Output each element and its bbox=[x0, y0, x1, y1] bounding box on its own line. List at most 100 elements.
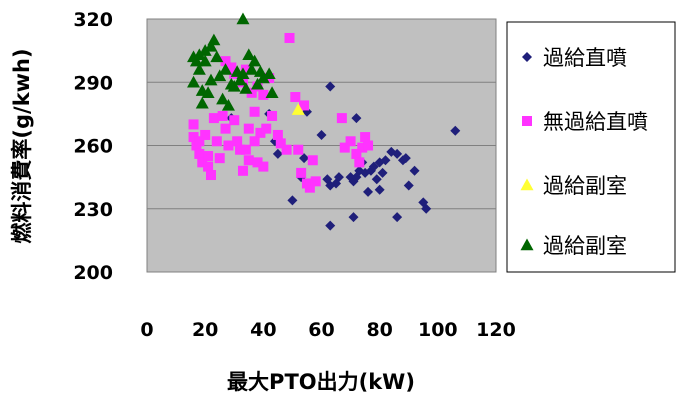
data-point-s1-11 bbox=[211, 136, 222, 147]
data-point-s1-51 bbox=[336, 113, 347, 124]
gridlines bbox=[147, 81, 496, 210]
data-point-s3-8 bbox=[198, 44, 212, 56]
y-tick-label-2: 260 bbox=[73, 136, 113, 158]
data-point-s3-31 bbox=[262, 67, 276, 80]
data-point-s3-26 bbox=[245, 63, 259, 75]
data-point-s0-3 bbox=[272, 148, 283, 159]
data-point-s1-53 bbox=[345, 136, 356, 147]
x-tick-label-3: 60 bbox=[308, 319, 334, 341]
data-point-s1-10 bbox=[208, 113, 219, 124]
x-tick-label-0: 0 bbox=[140, 319, 153, 341]
legend-marker-3 bbox=[520, 238, 534, 251]
data-point-s0-33 bbox=[392, 148, 403, 159]
y-tick-label-1: 230 bbox=[73, 199, 113, 221]
data-point-s1-24 bbox=[240, 64, 251, 75]
data-point-s0-30 bbox=[380, 155, 391, 166]
legend-box bbox=[506, 21, 676, 273]
data-point-s1-39 bbox=[272, 129, 283, 140]
data-point-s0-36 bbox=[403, 180, 414, 191]
data-point-s1-5 bbox=[197, 157, 208, 168]
data-point-s0-25 bbox=[368, 161, 379, 172]
data-points bbox=[187, 12, 461, 231]
data-point-s3-30 bbox=[256, 71, 270, 84]
data-point-s1-55 bbox=[354, 157, 365, 168]
data-point-s1-7 bbox=[203, 151, 214, 162]
data-point-s1-16 bbox=[223, 140, 234, 151]
data-point-s3-2 bbox=[189, 54, 203, 67]
data-point-s0-29 bbox=[377, 167, 388, 178]
data-point-s1-12 bbox=[214, 153, 225, 164]
data-point-s1-52 bbox=[339, 142, 350, 153]
data-point-s3-10 bbox=[204, 39, 218, 52]
data-point-s1-17 bbox=[226, 62, 237, 73]
data-point-s1-36 bbox=[261, 123, 272, 134]
data-point-s1-35 bbox=[258, 161, 269, 172]
series-0 bbox=[226, 81, 461, 231]
data-point-s1-32 bbox=[252, 157, 263, 168]
data-point-s3-12 bbox=[207, 33, 221, 46]
data-point-s0-26 bbox=[371, 174, 382, 185]
data-point-s1-23 bbox=[237, 165, 248, 176]
data-point-s1-26 bbox=[243, 155, 254, 166]
series-2 bbox=[291, 103, 305, 115]
x-tick-labels: 0 20 40 60 80 100 120 bbox=[140, 319, 515, 341]
data-point-s3-13 bbox=[210, 50, 224, 63]
data-point-s1-1 bbox=[188, 132, 199, 143]
data-point-s1-29 bbox=[249, 136, 260, 147]
data-point-s3-19 bbox=[227, 79, 241, 92]
data-point-s1-45 bbox=[296, 167, 307, 178]
data-point-s3-28 bbox=[251, 77, 265, 90]
data-point-s0-6 bbox=[299, 153, 310, 164]
data-point-s1-0 bbox=[188, 119, 199, 130]
data-point-s1-57 bbox=[360, 132, 371, 143]
data-point-s1-54 bbox=[351, 148, 362, 159]
data-point-s1-58 bbox=[363, 140, 374, 151]
data-point-s1-33 bbox=[255, 127, 266, 138]
data-point-s3-17 bbox=[221, 98, 235, 111]
data-point-s1-56 bbox=[357, 142, 368, 153]
x-tick-label-2: 40 bbox=[250, 319, 276, 341]
data-point-s3-9 bbox=[201, 86, 215, 98]
data-point-s3-4 bbox=[192, 63, 206, 75]
data-point-s1-14 bbox=[220, 123, 231, 134]
data-point-s1-13 bbox=[217, 110, 228, 121]
data-point-s1-43 bbox=[290, 92, 301, 103]
legend-marker-0 bbox=[522, 52, 532, 62]
data-point-s1-50 bbox=[310, 176, 321, 187]
data-point-s0-8 bbox=[316, 129, 327, 140]
data-point-s1-38 bbox=[267, 110, 278, 121]
data-point-s3-0 bbox=[187, 75, 201, 88]
data-point-s1-42 bbox=[284, 32, 295, 43]
data-point-s1-44 bbox=[293, 144, 304, 155]
data-point-s1-49 bbox=[307, 155, 318, 166]
data-point-s3-22 bbox=[236, 67, 250, 80]
x-tick-label-4: 80 bbox=[366, 319, 392, 341]
data-point-s1-41 bbox=[281, 144, 292, 155]
data-point-s0-37 bbox=[409, 165, 420, 176]
data-point-s1-27 bbox=[243, 123, 254, 134]
series-1 bbox=[188, 32, 374, 193]
data-point-s1-3 bbox=[194, 148, 205, 159]
data-point-s1-30 bbox=[249, 106, 260, 117]
data-point-s0-10 bbox=[325, 220, 336, 231]
data-point-s0-14 bbox=[333, 172, 344, 183]
data-point-s0-16 bbox=[348, 212, 359, 223]
data-point-s3-24 bbox=[239, 82, 253, 94]
data-point-s1-4 bbox=[194, 136, 205, 147]
legend-label-1: 無過給直噴 bbox=[543, 110, 648, 134]
data-point-s3-6 bbox=[195, 96, 209, 109]
data-point-s3-15 bbox=[216, 92, 230, 105]
data-point-s0-23 bbox=[363, 186, 374, 197]
data-point-s1-46 bbox=[299, 100, 310, 111]
series-3 bbox=[187, 12, 279, 111]
data-point-s3-27 bbox=[248, 54, 262, 67]
y-tick-label-3: 290 bbox=[73, 72, 113, 94]
data-point-s3-11 bbox=[204, 73, 218, 86]
data-point-s1-20 bbox=[232, 136, 243, 147]
data-point-s1-15 bbox=[220, 56, 231, 67]
data-point-s1-34 bbox=[258, 89, 269, 100]
data-point-s1-8 bbox=[203, 161, 214, 172]
y-axis-title: 燃料消費率(g/kwh) bbox=[10, 48, 34, 243]
